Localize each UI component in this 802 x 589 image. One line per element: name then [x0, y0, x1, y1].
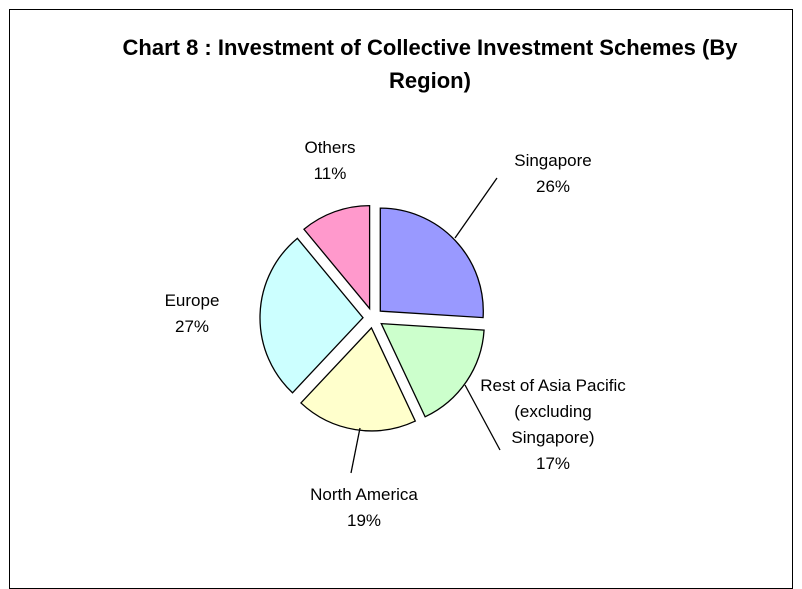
- pie-slice: [259, 237, 364, 394]
- slice-value: 19%: [346, 511, 382, 530]
- slice-label: Others 11%: [255, 135, 405, 187]
- plot: [259, 177, 501, 474]
- slice-name: Others: [304, 138, 356, 157]
- pie-slice: [380, 322, 485, 418]
- slice-name: North America: [310, 485, 418, 504]
- pie-slice: [303, 204, 371, 311]
- leader-line: [464, 384, 501, 451]
- slice-label: North America 19%: [289, 482, 439, 534]
- slice-label: Singapore 26%: [478, 148, 628, 200]
- slice-label: Rest of Asia Pacific (excluding Singapor…: [478, 373, 628, 477]
- slice-label: Europe 27%: [117, 288, 267, 340]
- slice-name: Rest of Asia Pacific (excluding Singapor…: [480, 376, 626, 447]
- slice-value: 17%: [535, 454, 571, 473]
- slice-name: Singapore: [514, 151, 592, 170]
- chart-title: Chart 8 : Investment of Collective Inves…: [122, 35, 738, 93]
- slice-name: Europe: [164, 291, 220, 310]
- leader-line: [350, 427, 361, 474]
- slice-value: 11%: [313, 164, 347, 183]
- slice-value: 27%: [174, 317, 210, 336]
- pie-slice: [300, 326, 417, 432]
- slice-value: 26%: [535, 177, 571, 196]
- pie-slice: [379, 207, 484, 319]
- leader-line: [454, 177, 498, 239]
- chart: Chart 8 : Investment of Collective Inves…: [9, 9, 793, 589]
